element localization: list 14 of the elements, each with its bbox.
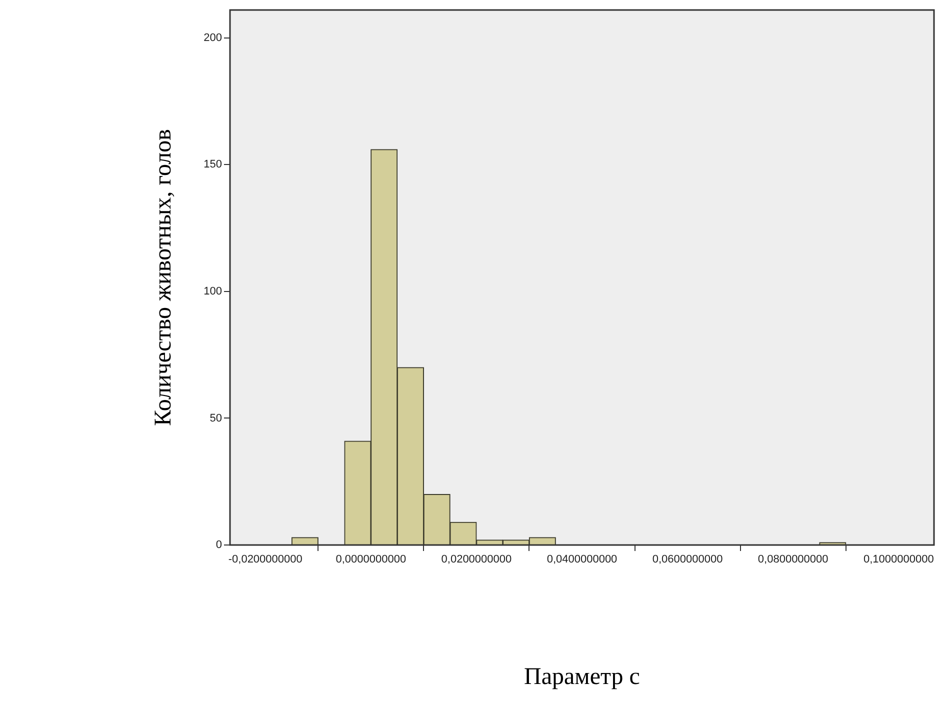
y-tick-label: 50 xyxy=(210,412,222,424)
x-tick-label: -0,0200000000 xyxy=(228,554,302,566)
y-tick-label: 0 xyxy=(216,539,222,552)
x-tick-label: 0,0000000000 xyxy=(336,554,406,566)
y-tick-label: 100 xyxy=(204,285,222,298)
y-tick-label: 200 xyxy=(204,32,222,44)
y-axis-title: Количество животных, голов xyxy=(150,129,177,426)
x-tick-label: 0,1000000000 xyxy=(863,554,934,566)
x-axis-title: Параметр с xyxy=(524,664,640,690)
x-tick-label: 0,0800000000 xyxy=(758,554,828,566)
x-tick-label: 0,0600000000 xyxy=(652,554,723,566)
y-tick-label: 150 xyxy=(204,158,222,171)
x-tick-label: 0,0400000000 xyxy=(546,554,618,566)
x-tick-label: 0,0200000000 xyxy=(441,554,512,566)
